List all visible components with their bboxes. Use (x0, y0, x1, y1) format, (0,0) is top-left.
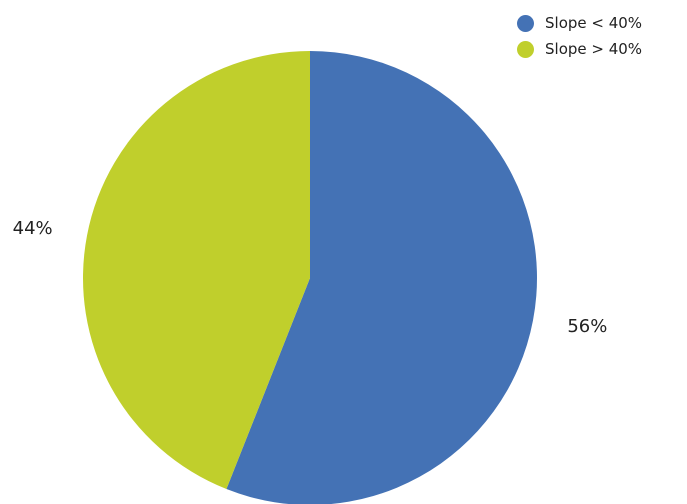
pie-slice-1 (82, 51, 310, 490)
legend-item-slope-greater-40: Slope > 40% (517, 36, 642, 62)
legend-label: Slope < 40% (545, 14, 643, 32)
legend-item-slope-less-40: Slope < 40% (517, 10, 642, 36)
slice-value-label-0: 56% (567, 316, 607, 337)
pie-slices (82, 51, 537, 504)
legend-label: Slope > 40% (545, 40, 643, 58)
slice-labels: 56% 44% (13, 218, 608, 337)
pie-slice-0 (226, 51, 537, 504)
slice-value-label-1: 44% (13, 218, 53, 239)
legend: Slope < 40% Slope > 40% (517, 10, 642, 62)
legend-swatch-icon (517, 40, 534, 58)
legend-swatch-icon (517, 14, 534, 32)
